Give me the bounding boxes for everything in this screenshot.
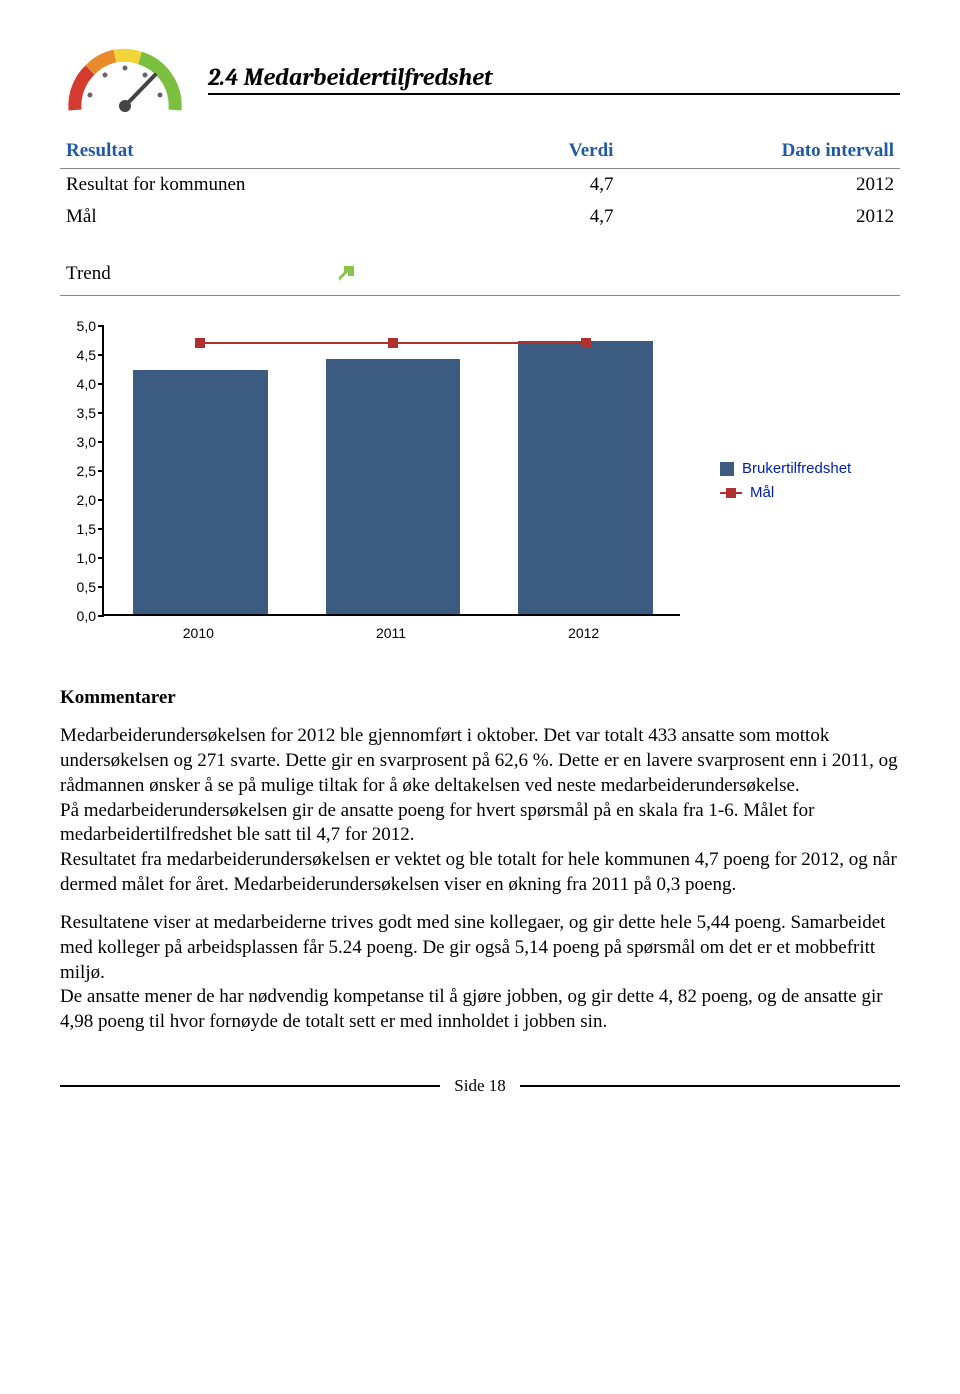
row-label: Mål — [60, 201, 492, 234]
x-axis-label: 2010 — [183, 624, 214, 642]
page-number: Side 18 — [454, 1075, 505, 1097]
x-axis-label: 2011 — [376, 624, 406, 642]
resultat-table: Resultat Verdi Dato intervall Resultat f… — [60, 135, 900, 234]
col-dato: Dato intervall — [619, 135, 900, 168]
row-dato: 2012 — [619, 201, 900, 234]
table-row: Resultat for kommunen 4,7 2012 — [60, 168, 900, 201]
y-axis-label: 5,0 — [60, 317, 96, 335]
legend-swatch-bar — [720, 462, 734, 476]
section-title: 2.4 Medarbeidertilfredshet — [208, 62, 900, 93]
col-resultat: Resultat — [60, 135, 492, 168]
row-verdi: 4,7 — [492, 168, 620, 201]
y-axis-label: 3,5 — [60, 404, 96, 422]
legend-line-label: Mål — [750, 483, 774, 503]
row-dato: 2012 — [619, 168, 900, 201]
chart-bar — [326, 359, 461, 614]
y-axis-label: 2,0 — [60, 491, 96, 509]
y-axis-label: 0,0 — [60, 607, 96, 625]
gauge-icon — [60, 40, 190, 115]
trend-label: Trend — [66, 262, 336, 287]
y-axis-label: 0,5 — [60, 578, 96, 596]
legend-bar: Brukertilfredshet — [720, 459, 851, 479]
chart-marker — [195, 338, 205, 348]
chart-marker — [581, 338, 591, 348]
trend-up-icon — [336, 263, 358, 285]
chart-bar — [133, 370, 268, 614]
legend-marker-line — [720, 488, 742, 498]
y-axis-label: 4,0 — [60, 375, 96, 393]
section-header: 2.4 Medarbeidertilfredshet — [60, 40, 900, 115]
legend-line: Mål — [720, 483, 851, 503]
body-paragraph: Resultatene viser at medarbeiderne trive… — [60, 911, 900, 1034]
y-axis-label: 4,5 — [60, 346, 96, 364]
chart-legend: Brukertilfredshet Mål — [720, 455, 851, 506]
y-axis-label: 2,5 — [60, 462, 96, 480]
y-axis-label: 3,0 — [60, 433, 96, 451]
trend-row: Trend — [60, 254, 900, 296]
legend-bar-label: Brukertilfredshet — [742, 459, 851, 479]
page-footer: Side 18 — [60, 1075, 900, 1097]
title-underline — [208, 93, 900, 95]
y-axis-label: 1,0 — [60, 549, 96, 567]
col-verdi: Verdi — [492, 135, 620, 168]
chart-marker — [388, 338, 398, 348]
bar-chart: 0,0 0,5 1,0 1,5 2,0 2,5 3,0 3,5 4,0 4,5 5,0 2010 20… — [60, 316, 680, 646]
chart-line-segment — [393, 342, 586, 344]
row-label: Resultat for kommunen — [60, 168, 492, 201]
kommentarer-heading: Kommentarer — [60, 686, 900, 711]
row-verdi: 4,7 — [492, 201, 620, 234]
chart-line-segment — [200, 342, 393, 344]
chart-container: 0,0 0,5 1,0 1,5 2,0 2,5 3,0 3,5 4,0 4,5 5,0 2010 20… — [60, 316, 900, 646]
chart-bar — [518, 341, 653, 614]
x-axis-label: 2012 — [568, 624, 599, 642]
body-paragraph: Medarbeiderundersøkelsen for 2012 ble gj… — [60, 724, 900, 897]
y-axis-label: 1,5 — [60, 520, 96, 538]
table-row: Mål 4,7 2012 — [60, 201, 900, 234]
